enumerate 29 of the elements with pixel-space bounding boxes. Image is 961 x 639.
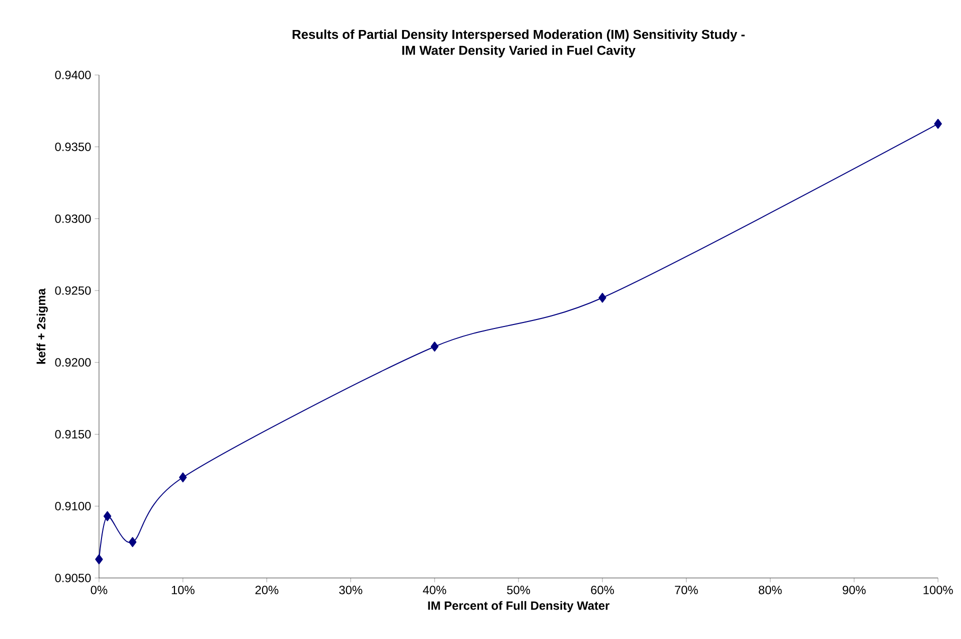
point bbox=[934, 118, 942, 129]
x-axis-title: IM Percent of Full Density Water bbox=[428, 601, 610, 612]
point bbox=[104, 511, 112, 522]
x-tick-label: 0% bbox=[90, 586, 108, 594]
y-tick-label: 0.9150 bbox=[55, 430, 91, 438]
point bbox=[179, 472, 187, 482]
x-tick-label: 50% bbox=[507, 586, 530, 594]
point bbox=[598, 292, 606, 303]
x-tick-label: 100% bbox=[924, 586, 953, 594]
y-axis-title: keff + 2sigma bbox=[36, 288, 48, 364]
x-tick-label: 60% bbox=[591, 586, 614, 594]
y-tick-label: 0.9100 bbox=[55, 502, 91, 510]
x-tick-label: 10% bbox=[172, 586, 194, 594]
x-tick-label: 30% bbox=[339, 586, 362, 594]
chart-title: Results of Partial Density Interspersed Moderation (IM) Sensitivity Study - IM Water Density Varied in Fuel Cavity bbox=[292, 29, 745, 58]
x-tick-label: 90% bbox=[842, 586, 866, 594]
y-tick-label: 0.9200 bbox=[55, 358, 91, 367]
y-tick-label: 0.9050 bbox=[55, 574, 91, 582]
y-tick-label: 0.9350 bbox=[55, 142, 91, 152]
y-tick-label: 0.9300 bbox=[55, 214, 91, 223]
point bbox=[430, 342, 438, 352]
x-tick-label: 20% bbox=[255, 586, 278, 594]
x-tick-label: 80% bbox=[758, 586, 782, 594]
y-tick-label: 0.9250 bbox=[55, 286, 91, 295]
x-tick-label: 70% bbox=[674, 586, 698, 594]
y-tick-label: 0.9400 bbox=[55, 70, 91, 80]
point bbox=[128, 537, 136, 548]
point bbox=[95, 554, 103, 564]
x-tick-label: 40% bbox=[422, 586, 446, 594]
